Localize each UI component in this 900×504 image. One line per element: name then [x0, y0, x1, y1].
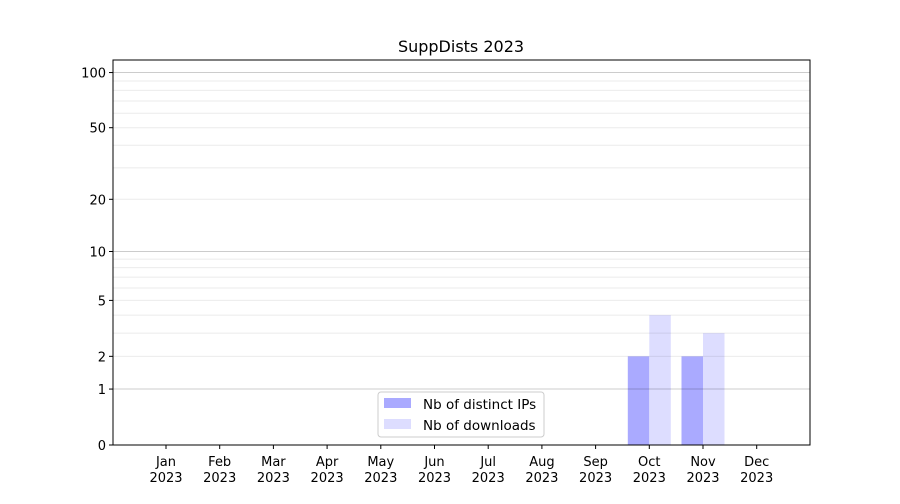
x-tick-label-year: 2023: [418, 471, 451, 486]
x-tick-label-month: May: [367, 455, 394, 470]
legend-box: [377, 391, 545, 438]
x-tick-label-year: 2023: [633, 471, 666, 486]
x-tick-label-month: Jul: [479, 455, 496, 470]
y-tick-label: 2: [98, 350, 106, 365]
x-tick-label-month: Jun: [423, 455, 444, 470]
x-tick-label-year: 2023: [203, 471, 236, 486]
legend: Nb of distinct IPs Nb of downloads: [377, 391, 545, 438]
plot-frame: [112, 59, 811, 446]
x-tick-label-month: Dec: [744, 455, 769, 470]
x-tick-label-month: Feb: [208, 455, 231, 470]
x-tick-label-year: 2023: [472, 471, 505, 486]
y-tick-label: 0: [98, 439, 106, 454]
grid: [113, 72, 810, 390]
y-tick-label: 100: [81, 67, 106, 82]
x-tick-label-year: 2023: [579, 471, 612, 486]
x-tick-label-year: 2023: [364, 471, 397, 486]
x-tick-label-month: Mar: [261, 455, 286, 470]
x-axis: Jan2023Feb2023Mar2023Apr2023May2023Jun20…: [149, 445, 773, 486]
y-tick-label: 1: [98, 383, 106, 398]
legend-swatch-downloads: [384, 419, 411, 429]
y-tick-label: 50: [89, 122, 106, 137]
x-tick-label-year: 2023: [149, 471, 182, 486]
y-tick-label: 10: [89, 245, 106, 260]
bar-distinct-ips-nov: [681, 356, 703, 445]
x-tick-label-month: Jan: [155, 455, 176, 470]
x-tick-label-year: 2023: [740, 471, 773, 486]
x-tick-label-year: 2023: [525, 471, 558, 486]
x-tick-label-month: Sep: [583, 455, 608, 470]
x-tick-label-month: Oct: [638, 455, 660, 470]
x-tick-label-year: 2023: [686, 471, 719, 486]
x-tick-label-month: Nov: [690, 455, 716, 470]
bar-distinct-ips-oct: [627, 356, 650, 445]
legend-label-distinct-ips: Nb of distinct IPs: [423, 397, 536, 413]
bars: [627, 315, 725, 445]
x-tick-label-year: 2023: [311, 471, 344, 486]
bar-downloads-oct: [649, 315, 671, 445]
y-tick-label: 5: [98, 294, 106, 309]
legend-swatch-distinct-ips: [384, 398, 411, 408]
legend-label-downloads: Nb of downloads: [423, 418, 536, 434]
y-axis: 0 1 2 5 10 20 50 100: [81, 67, 113, 454]
chart-title: SuppDists 2023: [398, 37, 524, 56]
x-tick-label-month: Apr: [316, 455, 339, 470]
x-tick-label-year: 2023: [257, 471, 290, 486]
bar-downloads-nov: [703, 333, 725, 445]
x-tick-label-month: Aug: [529, 455, 554, 470]
y-tick-label: 20: [89, 193, 106, 208]
